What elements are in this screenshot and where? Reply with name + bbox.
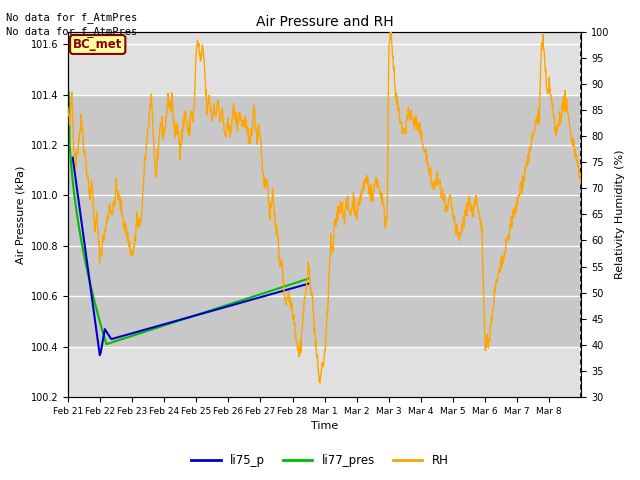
Text: No data for f_AtmPres: No data for f_AtmPres [6, 26, 138, 37]
Legend: li75_p, li77_pres, RH: li75_p, li77_pres, RH [187, 449, 453, 472]
Text: No data for f_AtmPres: No data for f_AtmPres [6, 12, 138, 23]
Title: Air Pressure and RH: Air Pressure and RH [256, 15, 394, 29]
X-axis label: Time: Time [311, 421, 339, 432]
Y-axis label: Air Pressure (kPa): Air Pressure (kPa) [15, 165, 25, 264]
Text: BC_met: BC_met [73, 38, 122, 51]
Bar [68, 95, 581, 347]
Y-axis label: Relativity Humidity (%): Relativity Humidity (%) [615, 150, 625, 279]
